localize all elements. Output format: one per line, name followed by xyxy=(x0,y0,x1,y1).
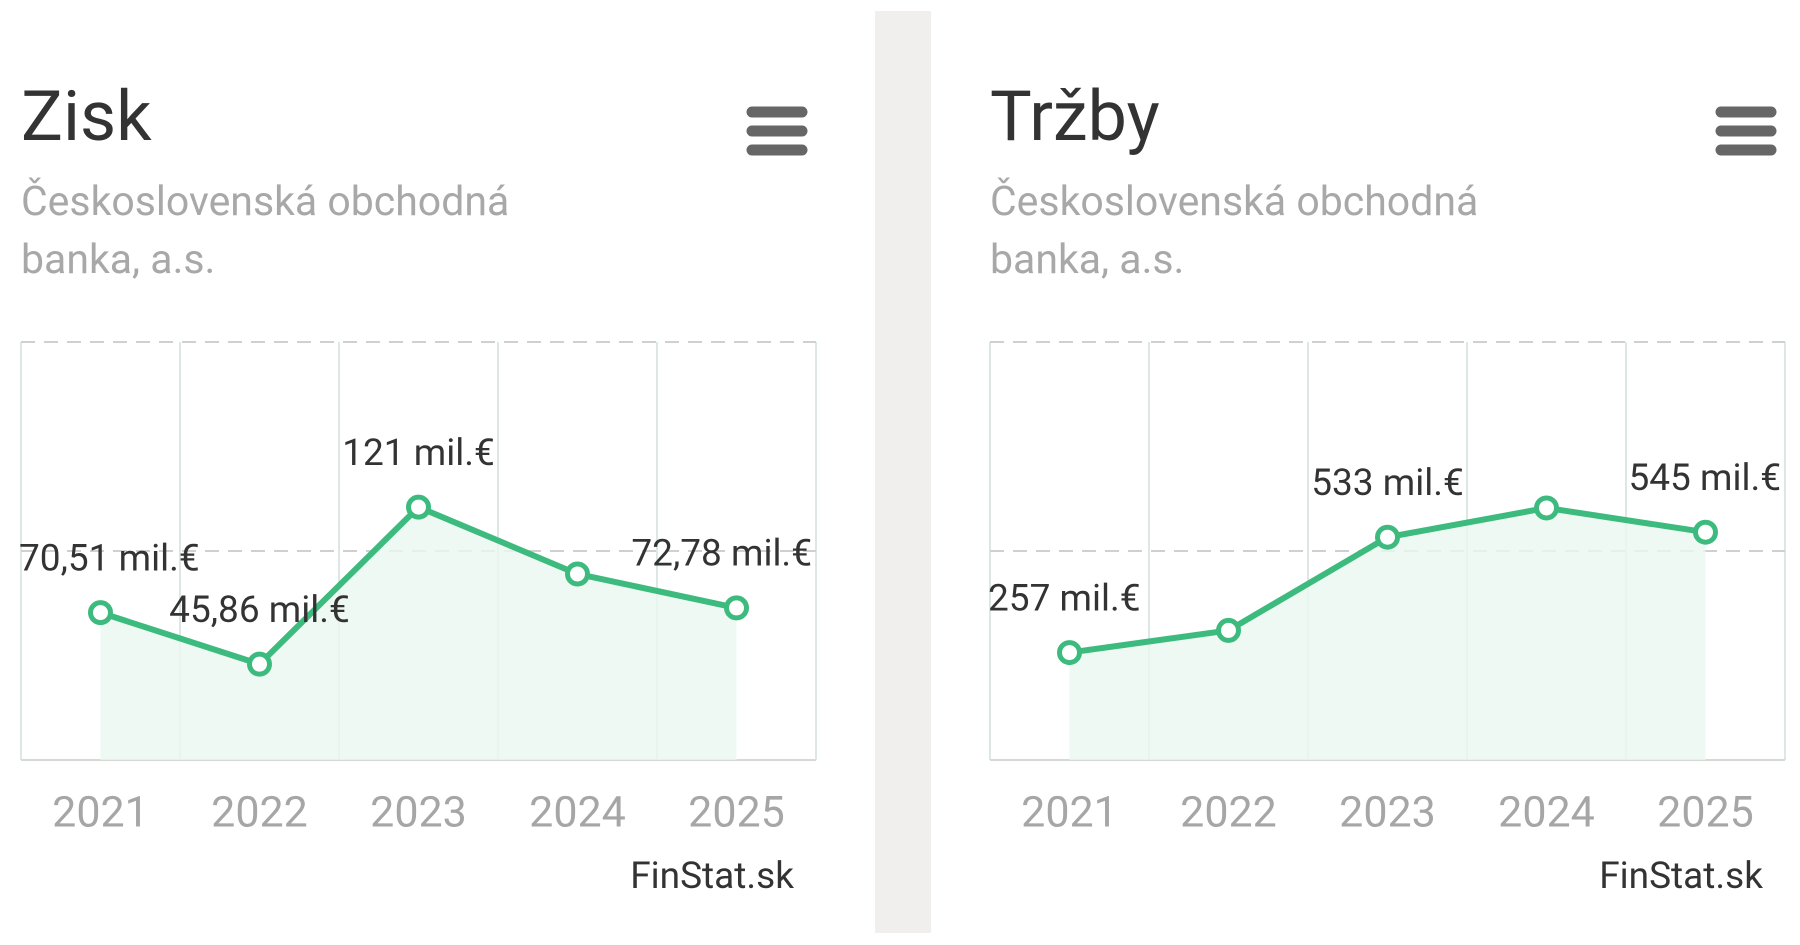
menu-button[interactable] xyxy=(746,106,808,156)
x-tick-label: 2022 xyxy=(211,787,308,837)
source-credit: FinStat.sk xyxy=(1599,855,1763,898)
point xyxy=(565,561,590,587)
area xyxy=(1069,507,1706,760)
point xyxy=(88,600,113,626)
area xyxy=(100,507,737,760)
x-tick-label: 2025 xyxy=(1657,787,1754,837)
x-tick-label: 2021 xyxy=(52,787,149,837)
point xyxy=(247,651,272,677)
chart-subtitle: Československá obchodná banka, a.s. xyxy=(21,178,510,284)
x-tick-label: 2024 xyxy=(1498,787,1595,837)
point xyxy=(406,494,431,520)
data-label: 257 mil.€ xyxy=(988,577,1141,620)
point xyxy=(724,595,749,621)
data-label: 533 mil.€ xyxy=(1311,462,1464,505)
chart: 2021 2022 2023 2024 2025 257 mil.€ 533 mil.€ 54… xyxy=(988,106,1786,898)
x-tick-label: 2023 xyxy=(1339,787,1436,837)
x-tick-label: 2025 xyxy=(688,787,785,837)
data-label: 121 mil.€ xyxy=(342,432,495,475)
data-label: 45,86 mil.€ xyxy=(169,589,350,632)
x-tick-label: 2021 xyxy=(1021,787,1118,837)
chart-title: Zisk xyxy=(21,76,152,158)
point xyxy=(1534,495,1559,521)
chart-panel: Zisk Československá obchodná banka, a.s. 2… xyxy=(0,0,830,945)
point xyxy=(1375,524,1400,550)
chart-title: Tržby xyxy=(990,76,1160,158)
divider xyxy=(875,11,931,933)
x-tick-label: 2022 xyxy=(1180,787,1277,837)
source-credit: FinStat.sk xyxy=(630,855,794,898)
data-label: 545 mil.€ xyxy=(1628,457,1781,500)
point xyxy=(1693,519,1718,545)
point xyxy=(1057,640,1082,666)
chart: 2021 2022 2023 2024 2025 70,51 mil.€ 45,86 mil… xyxy=(19,106,817,898)
x-tick-label: 2023 xyxy=(370,787,467,837)
chart-panel: Tržby Československá obchodná banka, a.s.… xyxy=(969,0,1799,945)
point xyxy=(1216,617,1241,643)
chart-subtitle: Československá obchodná banka, a.s. xyxy=(990,178,1479,284)
data-label: 70,51 mil.€ xyxy=(19,537,200,580)
menu-button[interactable] xyxy=(1715,106,1777,156)
data-label: 72,78 mil.€ xyxy=(631,533,812,576)
x-tick-label: 2024 xyxy=(529,787,626,837)
